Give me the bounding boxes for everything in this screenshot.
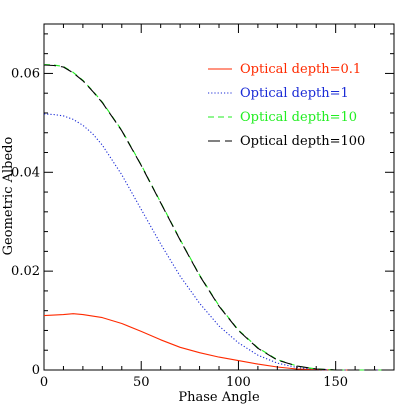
legend-label-1: Optical depth=0.1 xyxy=(240,62,361,77)
series-line-1 xyxy=(43,313,394,371)
x-tick-label: 100 xyxy=(226,375,251,390)
y-tick-label: 0.02 xyxy=(11,264,40,279)
series-line-3 xyxy=(43,63,394,371)
legend: Optical depth=0.1 Optical depth=1 Optical … xyxy=(208,62,365,149)
legend-label-2: Optical depth=1 xyxy=(240,86,349,101)
x-tick-label: 150 xyxy=(323,375,348,390)
axis-layer: 0 50 100 150 0 0.02 0.04 0.06 xyxy=(11,24,395,390)
x-axis-label: Phase Angle xyxy=(178,390,260,405)
y-tick-label: 0.06 xyxy=(11,66,40,81)
x-tick-label: 50 xyxy=(133,375,150,390)
y-tick-label: 0 xyxy=(32,363,40,378)
series-line-4 xyxy=(43,64,394,371)
series-layer xyxy=(43,63,394,371)
legend-label-3: Optical depth=10 xyxy=(240,110,357,125)
x-tick-label: 0 xyxy=(40,375,48,390)
series-line-2 xyxy=(43,113,394,371)
y-axis-label: Geometric Albedo xyxy=(1,137,16,256)
y-tick-label: 0.04 xyxy=(11,165,40,180)
legend-label-4: Optical depth=100 xyxy=(240,134,365,149)
